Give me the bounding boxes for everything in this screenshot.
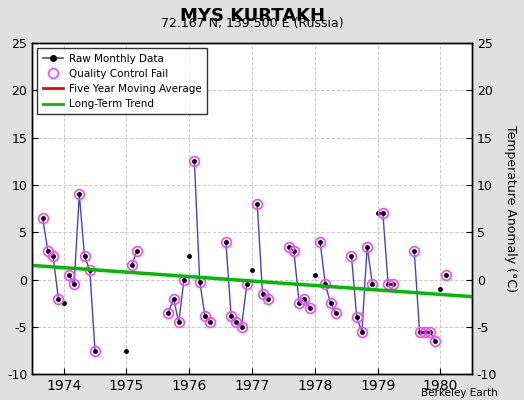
Text: 72.167 N, 139.500 E (Russia): 72.167 N, 139.500 E (Russia) — [161, 17, 343, 30]
Legend: Raw Monthly Data, Quality Control Fail, Five Year Moving Average, Long-Term Tren: Raw Monthly Data, Quality Control Fail, … — [37, 48, 206, 114]
Y-axis label: Temperature Anomaly (°C): Temperature Anomaly (°C) — [504, 125, 517, 292]
Title: MYS KURTAKH: MYS KURTAKH — [180, 7, 324, 25]
Text: Berkeley Earth: Berkeley Earth — [421, 388, 498, 398]
